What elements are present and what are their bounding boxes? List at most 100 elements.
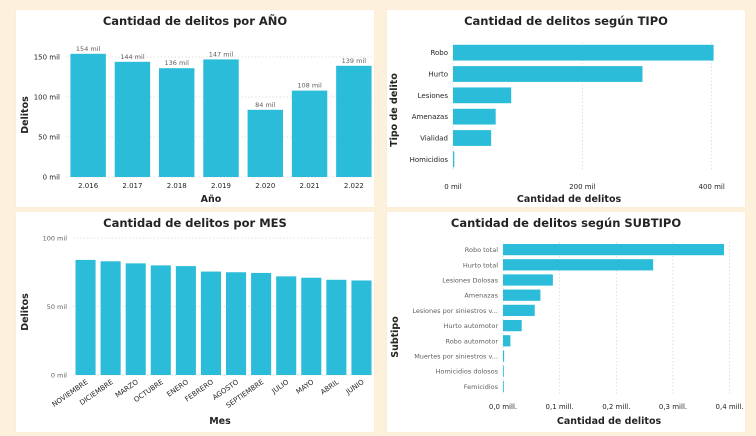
y-tick-label: 100 mil (34, 94, 60, 102)
bar (175, 266, 196, 375)
y-tick-label: Robo automotor (445, 337, 498, 345)
bar (453, 44, 714, 61)
y-axis-label: Tipo de delito (389, 73, 400, 147)
chart-panel-month: Cantidad de delitos por MES Mes Delitos … (16, 212, 374, 432)
x-tick-label: 0 mil (444, 183, 461, 191)
data-label: 84 mil (255, 101, 275, 109)
y-axis-label: Subtipo (390, 316, 401, 358)
bar (114, 61, 151, 177)
y-tick-label: Homicidios (410, 156, 449, 164)
y-tick-label: Lesiones Dolosas (442, 277, 498, 285)
bar (75, 259, 96, 375)
chart-month: Cantidad de delitos por MES Mes Delitos … (20, 216, 374, 427)
bar (247, 109, 283, 177)
bar (251, 272, 272, 375)
bar (276, 276, 297, 375)
bar (503, 259, 654, 271)
x-tick-label: 2.022 (344, 182, 364, 190)
y-tick-label: Lesiones por siniestros v... (412, 307, 498, 315)
y-tick-label: Robo (430, 49, 448, 57)
bar (503, 274, 553, 286)
x-tick-label: 2.019 (211, 182, 231, 190)
chart-title: Cantidad de delitos según TIPO (464, 14, 668, 28)
y-tick-label: Homicidios dolosos (436, 368, 499, 376)
x-tick-label: 2.018 (167, 182, 187, 190)
bar (503, 319, 522, 332)
bar (503, 304, 535, 317)
x-tick-label: JUNIO (344, 378, 366, 397)
x-tick-label: MAYO (295, 378, 316, 396)
bar (200, 271, 221, 375)
bar (503, 243, 724, 256)
y-tick-label: Muertes por siniestros v... (414, 353, 498, 361)
chart-subtype: Cantidad de delitos según SUBTIPO Cantid… (390, 216, 744, 427)
bar (226, 272, 247, 375)
bar (453, 87, 512, 104)
bar (70, 53, 106, 177)
y-tick-label: Amenazas (412, 113, 449, 121)
bar (301, 277, 322, 375)
x-tick-label: 0,3 mill. (659, 403, 687, 411)
chart-year: Cantidad de delitos por AÑO Año Delitos … (20, 13, 374, 205)
bar (453, 151, 455, 168)
bar (203, 59, 239, 177)
y-tick-label: 0 mil (51, 372, 67, 380)
bar (503, 350, 505, 362)
data-label: 139 mil (342, 57, 367, 65)
y-tick-label: 100 mil (43, 235, 68, 243)
x-tick-label: 2.017 (122, 182, 142, 190)
bar (326, 279, 347, 375)
chart-type: Cantidad de delitos según TIPO Cantidad … (389, 14, 725, 205)
x-tick-label: ABRIL (319, 378, 340, 396)
chart-title: Cantidad de delitos según SUBTIPO (451, 216, 681, 230)
bar (100, 261, 121, 375)
chart-panel-subtype: Cantidad de delitos según SUBTIPO Cantid… (387, 212, 745, 432)
y-tick-label: 150 mil (34, 54, 60, 62)
x-tick-label: 2.020 (255, 182, 275, 190)
data-label: 108 mil (297, 82, 322, 90)
bar (336, 65, 372, 177)
y-tick-label: 50 mil (47, 303, 67, 311)
x-axis-label: Mes (209, 416, 231, 427)
y-tick-label: Lesiones (418, 92, 449, 100)
y-tick-label: Robo total (465, 246, 498, 254)
bar (503, 289, 541, 301)
x-axis-label: Cantidad de delitos (517, 194, 622, 205)
chart-title: Cantidad de delitos por AÑO (103, 13, 288, 28)
bar (503, 365, 504, 377)
x-tick-label: 0,1 mill. (546, 403, 574, 411)
y-tick-label: 50 mil (38, 134, 60, 142)
y-tick-label: Amenazas (464, 292, 498, 300)
x-tick-label: 400 mil (699, 183, 725, 191)
y-tick-label: Hurto (428, 71, 448, 79)
x-axis-label: Año (201, 194, 222, 205)
data-label: 154 mil (76, 45, 101, 53)
y-axis-label: Delitos (20, 293, 31, 331)
x-tick-label: 2.016 (78, 182, 99, 190)
bar (351, 280, 372, 375)
y-tick-label: Hurto automotor (444, 322, 499, 330)
bar (453, 66, 643, 82)
y-tick-label: Vialidad (420, 135, 448, 143)
chart-panel-type: Cantidad de delitos según TIPO Cantidad … (387, 10, 745, 207)
x-tick-label: JULIO (270, 378, 291, 396)
bar (503, 380, 504, 393)
data-label: 136 mil (165, 59, 190, 67)
data-label: 147 mil (209, 50, 234, 58)
x-tick-label: 0,2 mill. (602, 403, 630, 411)
y-tick-label: Femicidios (464, 383, 499, 391)
x-tick-label: 0,0 mill. (489, 403, 517, 411)
bar (453, 108, 496, 125)
bar (159, 68, 195, 177)
bar (503, 335, 511, 347)
chart-panel-year: Cantidad de delitos por AÑO Año Delitos … (16, 10, 374, 207)
x-tick-label: 200 mil (569, 183, 595, 191)
y-tick-label: 0 mil (43, 174, 60, 182)
x-tick-label: FEBRERO (184, 378, 216, 404)
bar (150, 265, 171, 375)
x-tick-label: 0,4 mill. (716, 403, 744, 411)
x-axis-label: Cantidad de delitos (557, 416, 662, 427)
bar (453, 130, 492, 146)
y-tick-label: Hurto total (463, 261, 498, 269)
bar (125, 263, 146, 375)
